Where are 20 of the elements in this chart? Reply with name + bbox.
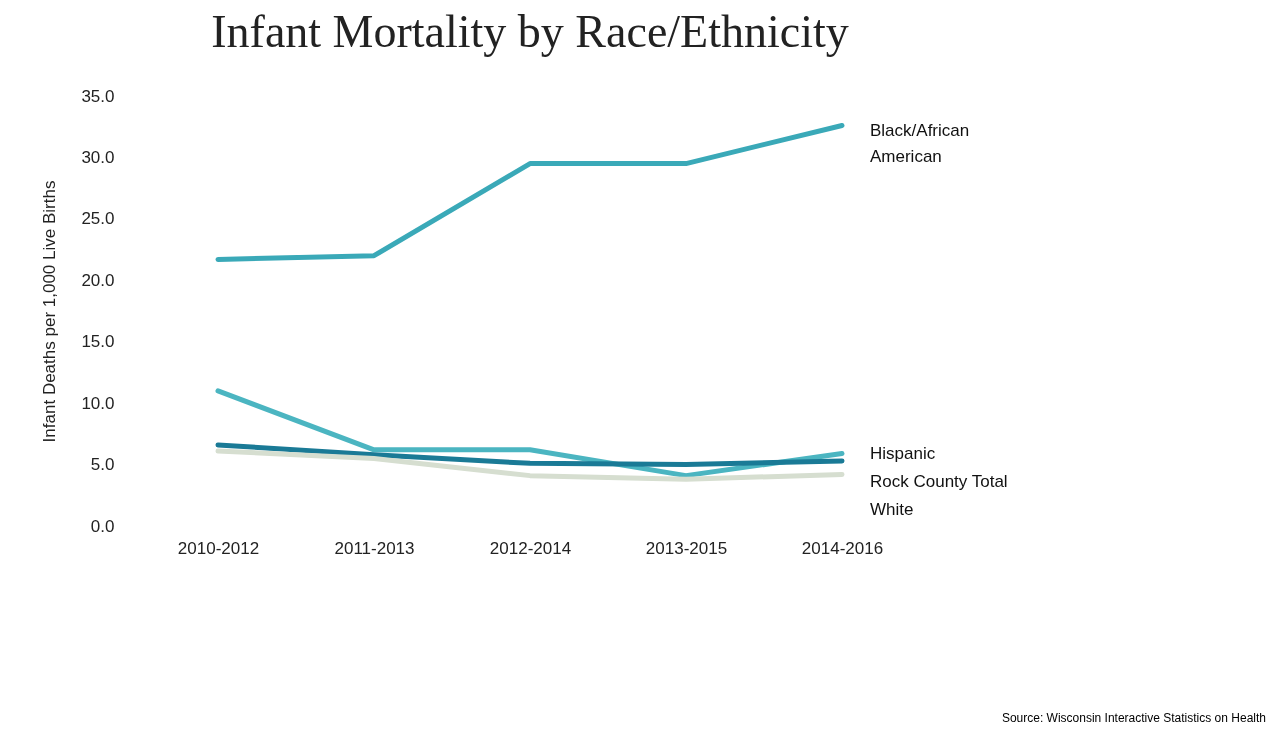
x-tick-label: 2012-2014 [489, 538, 572, 558]
y-tick-label: 0.0 [90, 516, 115, 536]
chart-title: Infant Mortality by Race/Ethnicity [211, 6, 849, 57]
series-label: Black/African American [870, 121, 970, 167]
y-tick-label: 15.0 [81, 332, 115, 352]
x-tick-label: 2011-2013 [334, 538, 415, 558]
y-tick-label: 30.0 [81, 147, 115, 167]
y-tick-label: 10.0 [81, 393, 115, 413]
y-axis-title: Infant Deaths per 1,000 Live Births [40, 180, 60, 443]
series-label: Hispanic [870, 443, 936, 463]
text: White [870, 499, 914, 519]
y-tick-label: 20.0 [81, 270, 115, 290]
source-note: Source: Wisconsin Interactive Statistics on Health [1001, 711, 1266, 725]
x-tick-label: 2010-2012 [177, 538, 260, 558]
y-tick-label: 5.0 [90, 455, 115, 475]
series-label: Rock County Total [870, 471, 1008, 491]
x-tick-label: 2013-2015 [645, 538, 728, 558]
y-tick-label: 35.0 [81, 86, 115, 106]
y-tick-label: 25.0 [81, 209, 115, 229]
x-tick-label: 2014-2016 [801, 538, 884, 558]
